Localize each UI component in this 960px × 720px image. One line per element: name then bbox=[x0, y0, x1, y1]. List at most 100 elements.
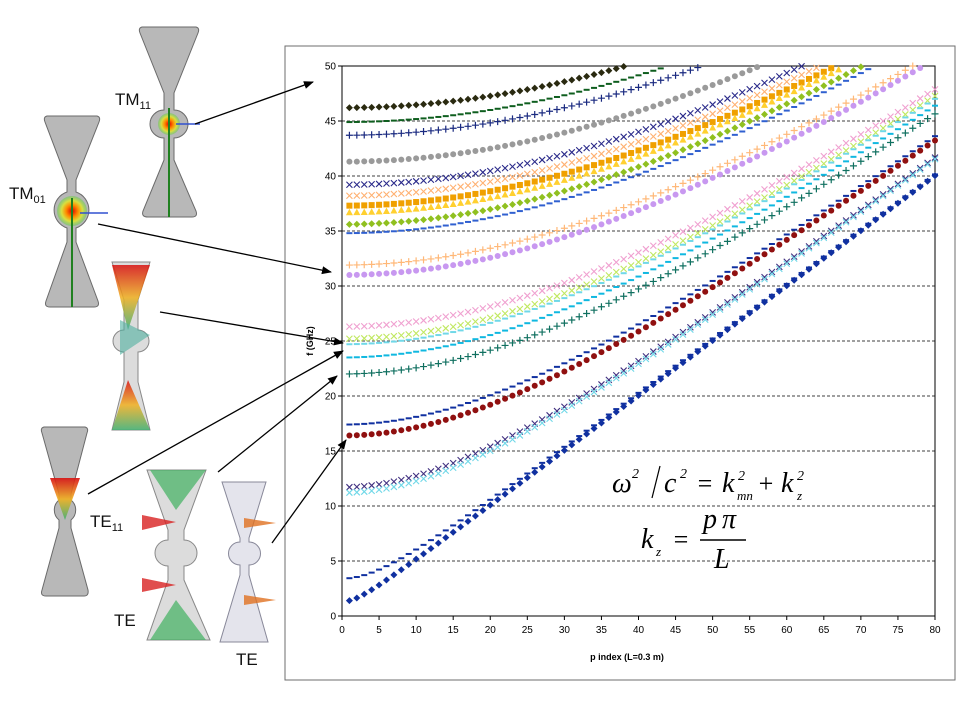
data-point bbox=[628, 210, 635, 217]
data-point bbox=[360, 208, 368, 215]
data-point bbox=[746, 194, 754, 201]
data-point bbox=[857, 63, 865, 71]
data-point bbox=[382, 219, 390, 227]
data-point bbox=[412, 177, 420, 185]
data-point bbox=[879, 79, 887, 87]
label-te-a: TE bbox=[114, 611, 136, 630]
data-point bbox=[828, 207, 835, 214]
data-point bbox=[427, 472, 435, 480]
data-point bbox=[553, 152, 561, 160]
data-point bbox=[694, 107, 702, 114]
data-point bbox=[679, 302, 686, 309]
data-point bbox=[353, 181, 361, 189]
data-point bbox=[761, 141, 769, 149]
data-point bbox=[353, 335, 361, 342]
data-point bbox=[798, 79, 805, 86]
data-point bbox=[531, 300, 539, 308]
data-point bbox=[605, 218, 612, 225]
data-point bbox=[686, 233, 694, 241]
data-point bbox=[828, 114, 835, 121]
data-point bbox=[694, 293, 701, 300]
data-point bbox=[427, 467, 435, 475]
data-point bbox=[709, 133, 717, 141]
data-point bbox=[516, 181, 523, 188]
svg-text:2: 2 bbox=[632, 467, 639, 482]
data-point bbox=[605, 117, 612, 124]
data-point bbox=[842, 218, 850, 226]
data-point bbox=[612, 206, 620, 214]
data-point bbox=[345, 131, 353, 139]
data-point bbox=[798, 250, 805, 257]
data-point bbox=[746, 149, 754, 157]
data-point bbox=[642, 195, 650, 203]
cavity-te-a bbox=[142, 469, 211, 641]
data-point bbox=[717, 79, 724, 86]
data-point bbox=[509, 183, 516, 190]
data-point bbox=[679, 69, 687, 77]
data-point bbox=[642, 150, 650, 157]
data-point bbox=[805, 168, 813, 176]
data-point bbox=[716, 331, 724, 339]
data-point bbox=[701, 313, 709, 321]
data-point bbox=[775, 134, 783, 142]
data-point bbox=[783, 258, 791, 266]
series-5 bbox=[346, 62, 805, 189]
svg-text:+: + bbox=[757, 469, 775, 498]
data-point bbox=[501, 299, 509, 306]
svg-text:=: = bbox=[672, 525, 690, 554]
data-point bbox=[605, 162, 613, 170]
data-point bbox=[568, 185, 576, 193]
data-point bbox=[553, 163, 561, 170]
x-tick-label: 20 bbox=[485, 625, 497, 636]
data-point bbox=[457, 172, 464, 180]
data-point bbox=[657, 120, 665, 128]
data-point bbox=[516, 139, 523, 146]
data-point bbox=[865, 182, 872, 189]
data-point bbox=[917, 147, 924, 154]
data-point bbox=[546, 457, 554, 465]
data-point bbox=[597, 165, 605, 172]
data-point bbox=[434, 214, 442, 222]
series-1 bbox=[345, 63, 628, 112]
data-point bbox=[635, 138, 642, 146]
data-point bbox=[382, 130, 390, 138]
data-point bbox=[820, 118, 827, 125]
data-point bbox=[479, 507, 487, 515]
data-point bbox=[583, 144, 591, 152]
data-point bbox=[553, 172, 560, 179]
data-point bbox=[449, 311, 457, 319]
data-point bbox=[642, 160, 650, 168]
data-point bbox=[575, 146, 583, 154]
data-point bbox=[738, 206, 746, 214]
data-point bbox=[382, 260, 390, 268]
data-point bbox=[887, 113, 894, 121]
data-point bbox=[479, 316, 487, 324]
pointer-arrows bbox=[87, 81, 347, 544]
data-point bbox=[672, 306, 679, 313]
data-point bbox=[694, 116, 702, 124]
data-point bbox=[546, 191, 554, 199]
data-point bbox=[738, 288, 746, 296]
data-point bbox=[686, 353, 694, 361]
data-point bbox=[553, 227, 561, 235]
data-point bbox=[605, 148, 613, 155]
data-point bbox=[383, 479, 390, 487]
data-point bbox=[798, 93, 806, 101]
data-point bbox=[375, 581, 383, 589]
data-point bbox=[738, 121, 746, 129]
data-point bbox=[465, 409, 472, 416]
data-point bbox=[931, 155, 939, 163]
data-point bbox=[731, 210, 739, 218]
data-point bbox=[805, 75, 812, 82]
data-point bbox=[650, 103, 657, 110]
data-point bbox=[464, 320, 472, 327]
data-point bbox=[390, 157, 397, 164]
data-point bbox=[531, 136, 538, 143]
data-point bbox=[605, 157, 612, 164]
data-point bbox=[598, 119, 605, 126]
data-point bbox=[390, 259, 398, 267]
data-point bbox=[635, 392, 642, 400]
data-point bbox=[761, 149, 768, 156]
data-point bbox=[516, 172, 524, 179]
data-point bbox=[753, 82, 761, 90]
